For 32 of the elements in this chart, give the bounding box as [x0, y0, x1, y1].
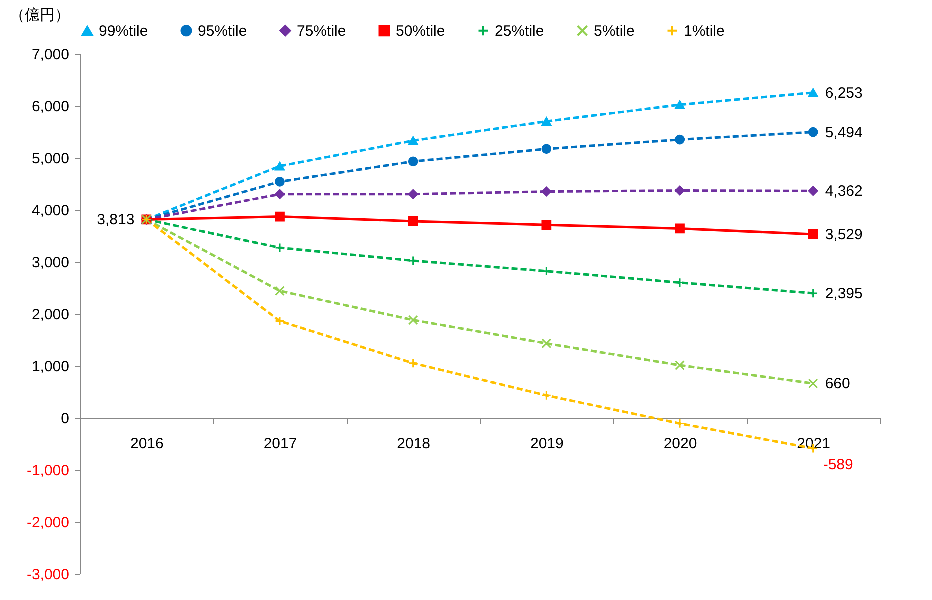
data-label: 4,362: [825, 183, 863, 200]
data-label: 5,494: [825, 124, 863, 142]
legend-label: 75%tile: [297, 22, 346, 40]
y-tick-label: -3,000: [26, 566, 70, 584]
data-label: 3,529: [825, 226, 863, 244]
y-tick-label: -2,000: [26, 514, 70, 532]
x-tick-label: 2016: [130, 436, 164, 452]
y-tick-label: -1,000: [26, 462, 70, 480]
legend-label: 5%tile: [594, 22, 635, 40]
y-axis-title: （億円）: [10, 7, 70, 24]
legend-label: 50%tile: [396, 22, 446, 40]
x-tick-label: 2018: [397, 436, 431, 452]
data-label: 660: [825, 376, 850, 393]
y-tick-label: 5,000: [32, 150, 70, 168]
y-tick-label: 4,000: [32, 202, 70, 220]
legend-label: 95%tile: [198, 22, 248, 40]
data-label: 2,395: [825, 285, 863, 302]
legend-label: 25%tile: [495, 22, 544, 40]
y-tick-label: 1,000: [32, 358, 70, 376]
x-tick-label: 2019: [530, 436, 564, 452]
y-tick-label: 3,000: [32, 254, 70, 272]
y-tick-label: 7,000: [32, 46, 70, 64]
legend-label: 1%tile: [684, 22, 725, 40]
y-tick-label: 6,000: [32, 98, 70, 116]
data-label: 6,253: [825, 84, 863, 102]
x-tick-label: 2020: [664, 436, 698, 452]
legend-label: 99%tile: [99, 23, 148, 40]
data-label: -589: [823, 456, 854, 474]
data-label: 3,813: [97, 212, 135, 229]
y-tick-label: 2,000: [32, 306, 70, 324]
y-tick-label: 0: [61, 410, 70, 428]
x-tick-label: 2017: [264, 436, 298, 452]
